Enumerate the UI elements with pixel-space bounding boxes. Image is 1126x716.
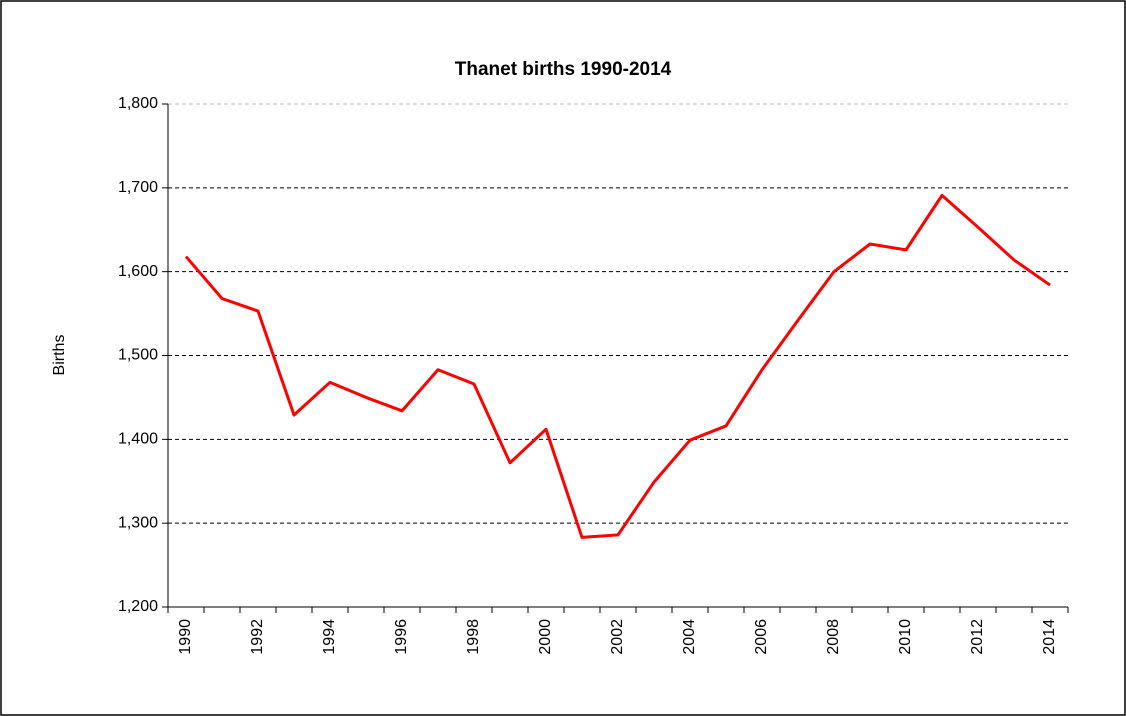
chart-title: Thanet births 1990-2014 [455,59,672,80]
x-tick-label: 2012 [969,619,986,655]
x-tick-label: 2014 [1041,619,1058,655]
x-tick-label: 2006 [753,619,770,655]
series-line [184,193,1051,539]
y-tick-label: 1,500 [118,347,158,364]
x-tick-label: 1996 [393,619,410,655]
x-tick-label: 2010 [897,619,914,655]
x-tick-label: 1992 [249,619,266,655]
y-tick-label: 1,300 [118,514,158,531]
y-axis-label: Births [51,335,68,376]
y-tick-label: 1,600 [118,263,158,280]
x-tick-label: 1990 [177,619,194,655]
y-tick-label: 1,200 [118,598,158,615]
y-tick-label: 1,700 [118,179,158,196]
x-tick-label: 2004 [681,619,698,655]
x-tick-label: 2000 [537,619,554,655]
x-tick-label: 1998 [465,619,482,655]
y-tick-label: 1,800 [118,95,158,112]
x-tick-label: 2008 [825,619,842,655]
x-tick-label: 2002 [609,619,626,655]
y-tick-label: 1,400 [118,431,158,448]
x-tick-label: 1994 [321,619,338,655]
